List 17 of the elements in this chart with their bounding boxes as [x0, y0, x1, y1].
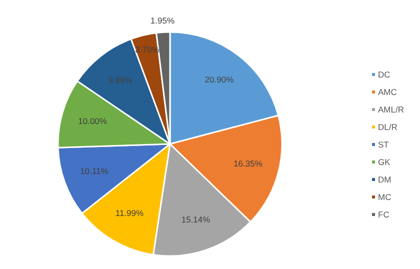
data-label: 1.95%	[150, 15, 175, 26]
data-label: 11.99%	[115, 208, 144, 218]
legend-label: DC	[378, 69, 390, 80]
data-label: 15.14%	[181, 214, 211, 225]
legend-label: DL/R	[378, 122, 398, 132]
data-label: 16.35%	[234, 158, 263, 169]
legend-label: AML/R	[378, 104, 404, 114]
data-label: 20.90%	[204, 74, 234, 84]
legend-label: MC	[378, 192, 392, 202]
legend-label: GK	[378, 156, 391, 167]
data-label: 9.86%	[108, 74, 133, 85]
legend-label: FC	[378, 209, 390, 220]
data-label: 10.11%	[80, 166, 109, 176]
legend-label: AMC	[378, 86, 397, 97]
legend-label: ST	[378, 139, 389, 150]
data-label: 10.00%	[78, 116, 108, 126]
legend-label: DM	[378, 174, 392, 184]
